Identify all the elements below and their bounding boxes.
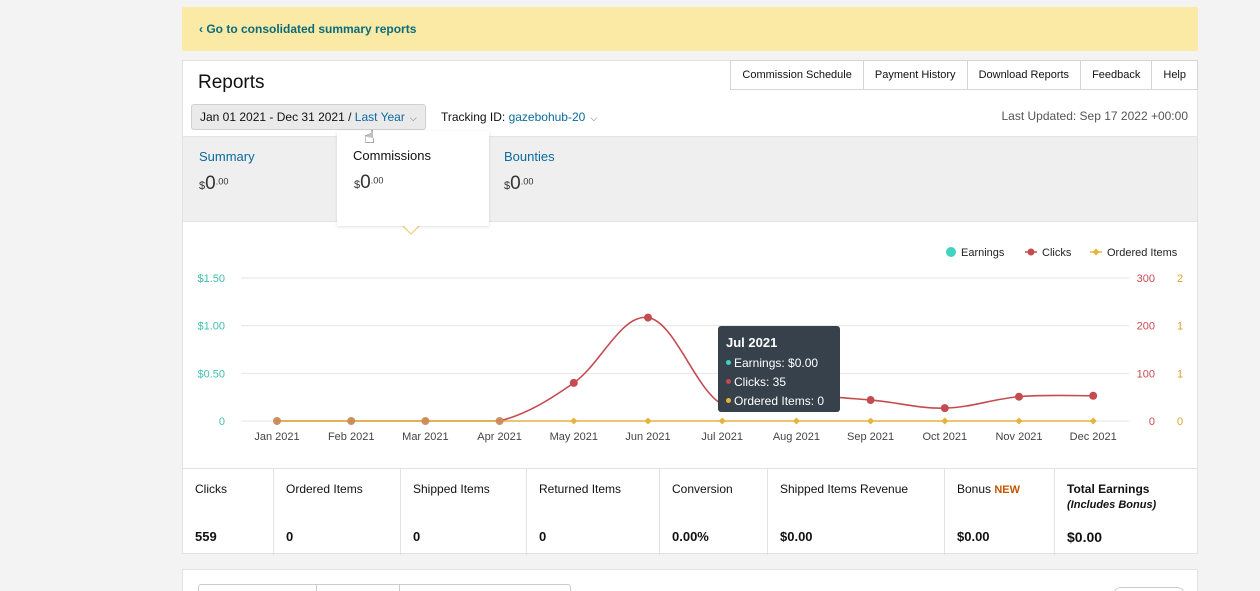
tooltip-ordered: Ordered Items: 0: [726, 392, 832, 411]
metric-conversion: Conversion 0.00%: [660, 469, 768, 555]
clicks-point: [1015, 392, 1023, 401]
ordered-point: [644, 417, 652, 425]
clicks-point: [866, 396, 875, 405]
clicks-series-line: [277, 316, 1094, 422]
right-axis-tick-clicks: 0: [1149, 416, 1155, 428]
x-axis-tick: Mar 2021: [402, 431, 448, 443]
tab-commission-schedule[interactable]: Commission Schedule: [730, 60, 864, 90]
chevron-down-icon: ⌵: [590, 113, 598, 123]
right-axis-tick-clicks: 200: [1137, 321, 1155, 333]
metric-shipped-items: Shipped Items 0: [401, 469, 527, 555]
tooltip-title: Jul 2021: [726, 335, 778, 350]
commissions-label: Commissions: [353, 148, 432, 163]
active-tab-arrow: [403, 225, 419, 233]
legend-clicks: Clicks: [1042, 247, 1072, 259]
ordered-point: [867, 417, 875, 425]
x-axis-tick: Nov 2021: [995, 431, 1042, 443]
ordered-point: [1089, 417, 1097, 425]
earnings-point: [347, 417, 356, 425]
metrics-row: Clicks 559 Ordered Items 0 Shipped Items…: [183, 468, 1197, 555]
page-title: Reports: [198, 72, 265, 93]
date-preset-text: Last Year: [354, 110, 405, 124]
tab-download-reports[interactable]: Download Reports: [967, 60, 1082, 90]
right-axis-tick-ordered: 2: [1177, 273, 1183, 285]
earnings-clicks-chart: 0 0 0 $0.50 100 1 $1.00 200 1 $1.50 300 2 Jan 2021 Fe…: [197, 247, 1183, 443]
x-axis-tick: Sep 2021: [847, 431, 894, 443]
clicks-point: [1089, 391, 1098, 400]
metric-ordered-items: Ordered Items 0: [274, 469, 401, 555]
metric-clicks: Clicks 559: [183, 469, 274, 555]
ordered-point: [1015, 417, 1023, 425]
date-range-text: Jan 01 2021 - Dec 31 2021 /: [200, 110, 355, 124]
clicks-point: [644, 313, 652, 322]
right-axis-tick-clicks: 100: [1137, 368, 1155, 380]
legend-ordered-marker: [1092, 248, 1100, 256]
clicks-point: [940, 404, 949, 413]
left-axis-tick: $0.50: [197, 368, 225, 380]
x-axis-tick: Aug 2021: [773, 431, 820, 443]
x-axis-tick: Dec 2021: [1070, 431, 1117, 443]
tab-feedback[interactable]: Feedback: [1081, 60, 1153, 90]
bottom-card: [182, 569, 1198, 591]
date-range-dropdown[interactable]: Jan 01 2021 - Dec 31 2021 / Last Year ⌵: [191, 104, 426, 130]
metric-total-earnings: Total Earnings (Includes Bonus) $0.00: [1067, 482, 1157, 545]
tracking-id-dropdown[interactable]: Tracking ID: gazebohub-20 ⌵: [441, 110, 597, 124]
ordered-point: [718, 417, 726, 425]
header-tabs: Commission Schedule Payment History Down…: [730, 60, 1198, 90]
hand-pointer-icon: ☝: [364, 127, 375, 147]
left-axis-tick: 0: [219, 416, 225, 428]
summary-label: Summary: [199, 149, 255, 164]
chart-tooltip: Jul 2021 Earnings: $0.00 Clicks: 35 Orde…: [718, 326, 840, 412]
left-axis-tick: $1.50: [197, 273, 225, 285]
right-axis-tick-ordered: 1: [1177, 321, 1183, 333]
last-updated: Last Updated: Sep 17 2022 +00:00: [1001, 109, 1189, 123]
consolidated-banner: ‹ Go to consolidated summary reports: [182, 7, 1198, 51]
right-axis-tick-ordered: 0: [1177, 416, 1183, 428]
x-axis-tick: Jun 2021: [625, 431, 670, 443]
bottom-button[interactable]: [1113, 587, 1185, 591]
right-axis-tick-clicks: 300: [1137, 273, 1155, 285]
reports-card: Reports Commission Schedule Payment Hist…: [182, 60, 1198, 555]
ordered-point: [792, 417, 800, 425]
ordered-point: [941, 417, 949, 425]
legend-earnings: Earnings: [961, 247, 1005, 259]
legend-earnings-marker: [946, 247, 956, 257]
tooltip-earnings: Earnings: $0.00: [726, 354, 832, 373]
commissions-tab[interactable]: Commissions $0.00: [337, 131, 489, 226]
x-axis-tick: Apr 2021: [477, 431, 522, 443]
bounties-label: Bounties: [504, 149, 555, 164]
clicks-point: [569, 378, 578, 387]
tracking-label: Tracking ID:: [441, 110, 509, 124]
new-badge: NEW: [994, 484, 1021, 496]
x-axis-tick: May 2021: [550, 431, 598, 443]
x-axis-tick: Jan 2021: [254, 431, 299, 443]
bottom-tab-group[interactable]: [198, 584, 571, 591]
legend-clicks-marker: [1027, 248, 1035, 256]
bounties-amount: $0.00: [504, 173, 534, 194]
x-axis-tick: Oct 2021: [922, 431, 967, 443]
earnings-point: [495, 417, 504, 425]
earnings-point: [273, 417, 281, 425]
metric-shipped-revenue: Shipped Items Revenue $0.00: [768, 469, 945, 555]
tracking-id-value: gazebohub-20: [508, 110, 586, 124]
bounties-tab[interactable]: Bounties $0.00: [504, 149, 555, 195]
x-axis-tick: Jul 2021: [701, 431, 743, 443]
summary-bar: Summary $0.00 Bounties $0.00: [183, 136, 1197, 222]
legend-ordered: Ordered Items: [1107, 247, 1178, 259]
summary-amount: $0.00: [199, 173, 229, 194]
chevron-down-icon: ⌵: [409, 113, 417, 123]
ordered-point: [570, 417, 578, 425]
consolidated-summary-link[interactable]: ‹ Go to consolidated summary reports: [199, 22, 417, 36]
right-axis-tick-ordered: 1: [1177, 368, 1183, 380]
left-axis-tick: $1.00: [197, 321, 225, 333]
earnings-point: [421, 417, 430, 425]
summary-tab[interactable]: Summary $0.00: [199, 149, 255, 195]
x-axis-tick: Feb 2021: [328, 431, 374, 443]
commissions-amount: $0.00: [354, 172, 384, 193]
metric-returned-items: Returned Items 0: [527, 469, 660, 555]
tab-payment-history[interactable]: Payment History: [863, 60, 968, 90]
tab-help[interactable]: Help: [1152, 60, 1198, 90]
metric-bonus: Bonus NEW $0.00: [945, 469, 1055, 555]
tooltip-clicks: Clicks: 35: [726, 373, 832, 392]
